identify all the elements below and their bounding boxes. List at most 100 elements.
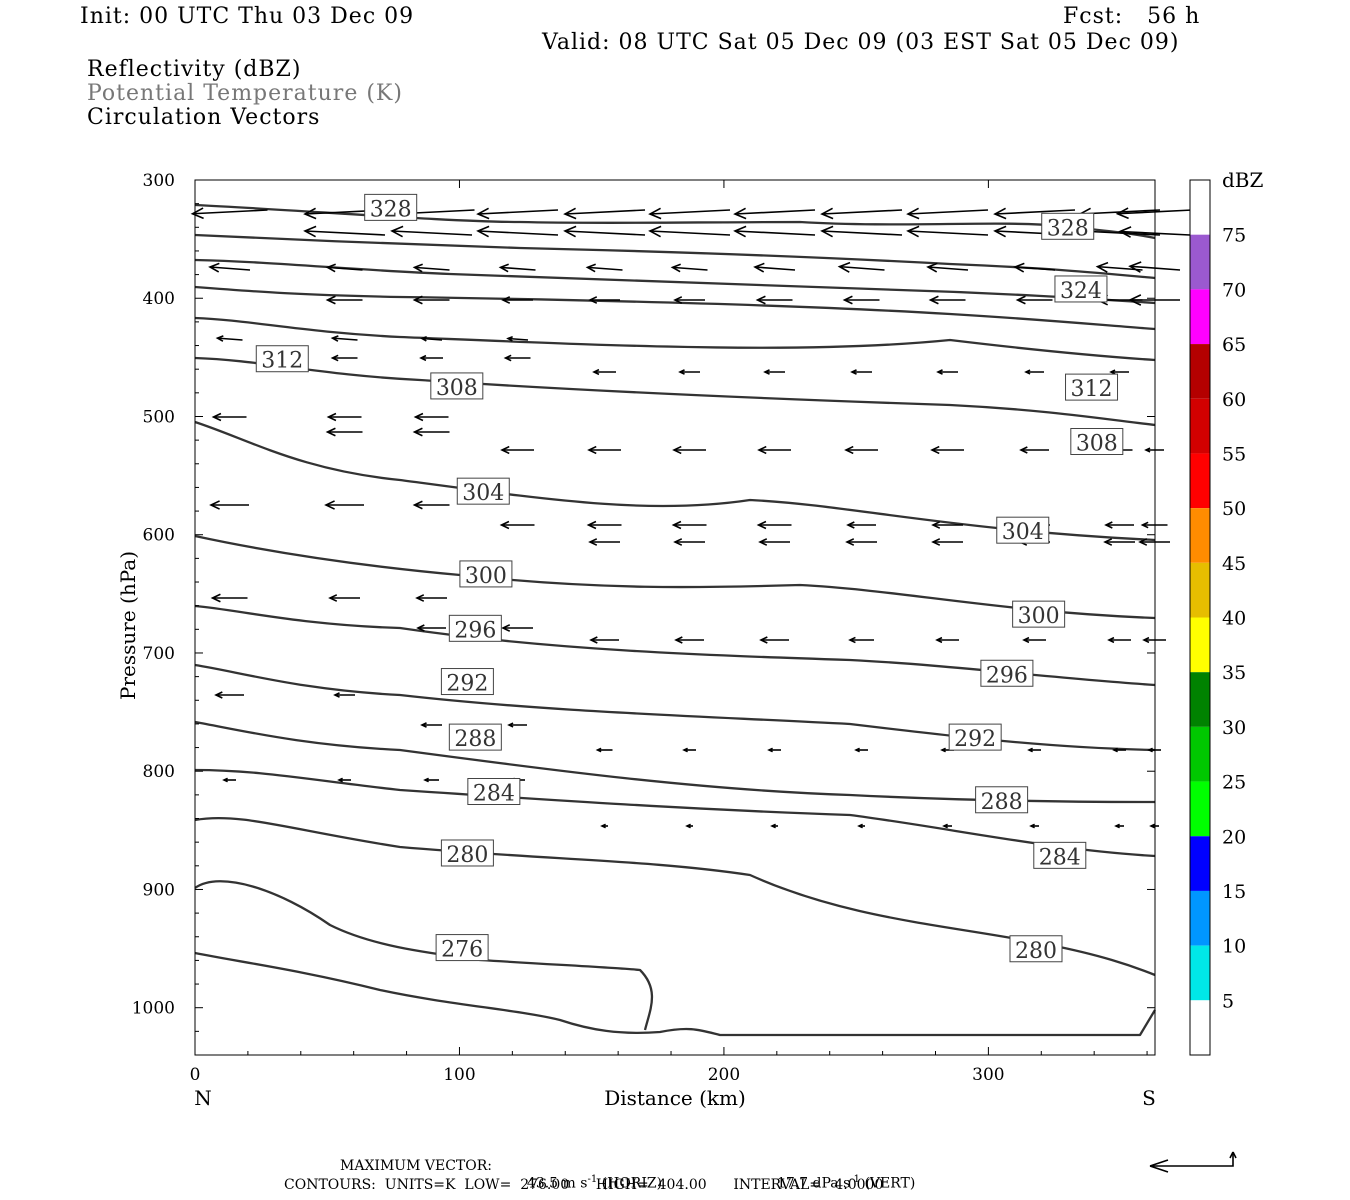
wind-vector: [850, 369, 872, 375]
contour-label: 284: [467, 778, 521, 807]
wind-vector: [770, 823, 778, 829]
wind-vector: [324, 500, 364, 510]
contour-label: 288: [448, 723, 502, 752]
wind-vector: [390, 225, 473, 238]
colorbar-level-label: 65: [1222, 334, 1246, 356]
contour-label: 292: [440, 668, 494, 697]
colorbar-segment: [1190, 617, 1210, 673]
max-vector-label: MAXIMUM VECTOR:: [340, 1158, 492, 1174]
wind-vector: [498, 263, 536, 273]
contour-label-text: 300: [1018, 604, 1060, 629]
colorbar-level-label: 30: [1222, 717, 1246, 739]
wind-vector: [326, 412, 362, 422]
contour-label-text: 296: [986, 663, 1028, 688]
colorbar-level-label: 35: [1222, 662, 1246, 684]
x-end-label-south: S: [1142, 1086, 1156, 1110]
contour-label-text: 324: [1060, 279, 1102, 304]
contour-label-text: 280: [1015, 939, 1057, 964]
contour-label-text: 292: [446, 672, 488, 697]
y-tick-label: 600: [143, 526, 175, 546]
wind-vector: [928, 295, 966, 305]
y-tick-label: 800: [143, 762, 175, 782]
wind-vector: [1109, 369, 1129, 375]
colorbar-level-label: 20: [1222, 826, 1246, 848]
contour-label-text: 328: [370, 197, 412, 222]
contour-label: 328: [1041, 212, 1095, 241]
wind-vector: [648, 207, 731, 220]
colorbar-segment: [1190, 890, 1210, 946]
contour-label: 304: [456, 477, 510, 506]
contour-label: 280: [1009, 935, 1063, 964]
max-vector-horiz-tag: (HORIZ): [601, 1175, 663, 1192]
colorbar-segment: [1190, 289, 1210, 345]
wind-vector: [420, 335, 443, 342]
wind-vector: [756, 520, 792, 530]
wind-vector: [506, 335, 529, 342]
wind-vector: [1019, 446, 1049, 454]
y-axis-label: Pressure (hPa): [116, 551, 140, 700]
wind-vector: [837, 261, 885, 273]
colorbar-segment: [1190, 562, 1210, 618]
colorbar-segment: [1190, 398, 1210, 454]
contour-label-text: 288: [454, 727, 496, 752]
field-potential-temperature: Potential Temperature (K): [87, 81, 403, 106]
x-tick-label: 300: [972, 1065, 1004, 1085]
y-tick-label: 700: [143, 644, 175, 664]
max-vector-vert-tag: (VERT): [864, 1175, 916, 1192]
field-circulation-vectors: Circulation Vectors: [87, 105, 321, 130]
wind-vector: [1029, 823, 1039, 829]
contour-line: [194, 233, 1156, 280]
wind-vector: [412, 500, 450, 510]
wind-vector: [507, 722, 527, 728]
wind-vector: [600, 823, 608, 829]
colorbar-segment: [1190, 781, 1210, 837]
contour-label: 296: [980, 659, 1034, 688]
wind-vector: [931, 521, 963, 529]
plot-border: [194, 179, 1156, 1056]
colorbar-segment: [1190, 726, 1210, 782]
contour-label: 280: [440, 839, 494, 868]
max-vector-horiz: 43.5 m s-1 (HORIZ): [518, 1158, 662, 1192]
colorbar-level-label: 60: [1222, 389, 1246, 411]
y-tick-label: 1000: [132, 999, 175, 1019]
wind-vector: [325, 427, 363, 437]
wind-vector: [190, 207, 268, 220]
wind-vector: [857, 823, 865, 829]
contour-label: 312: [255, 345, 309, 374]
wind-vector: [820, 225, 903, 238]
plot-frame: [194, 179, 1156, 1056]
colorbar-level-label: 10: [1222, 936, 1246, 958]
wind-vector: [412, 263, 450, 273]
wind-vector: [845, 538, 877, 546]
wind-vector: [330, 335, 358, 342]
colorbar-segment: [1190, 344, 1210, 399]
wind-vector: [1104, 521, 1134, 529]
wind-vector: [586, 520, 622, 530]
wind-vector: [733, 225, 816, 238]
colorbar-top-segment: [1190, 180, 1210, 235]
wind-vector: [936, 369, 958, 375]
wind-vector: [842, 295, 880, 305]
max-vector-vert-value: 17.7 dPa s: [776, 1175, 851, 1192]
valid-time: Valid: 08 UTC Sat 05 Dec 09 (03 EST Sat …: [542, 30, 1180, 55]
contour-label-text: 308: [436, 376, 478, 401]
colorbar-segment: [1190, 945, 1210, 1001]
x-tick-label: 100: [443, 1065, 475, 1085]
wind-vector: [420, 722, 442, 728]
wind-vector: [215, 335, 243, 342]
colorbar-level-label: 25: [1222, 772, 1246, 794]
wind-vector: [412, 427, 450, 437]
field-reflectivity: Reflectivity (dBZ): [87, 57, 302, 82]
wind-vector: [763, 369, 785, 375]
contour-label-text: 296: [454, 618, 496, 643]
contour-line: [194, 880, 654, 1031]
contour-line: [194, 951, 1156, 1037]
wind-vector: [303, 225, 386, 238]
wind-vector: [333, 692, 355, 698]
wind-vector: [211, 412, 247, 422]
contour-label: 324: [1054, 275, 1108, 304]
colorbar-segment: [1190, 836, 1210, 891]
contour-label-text: 288: [981, 790, 1023, 815]
wind-vector: [767, 747, 781, 753]
